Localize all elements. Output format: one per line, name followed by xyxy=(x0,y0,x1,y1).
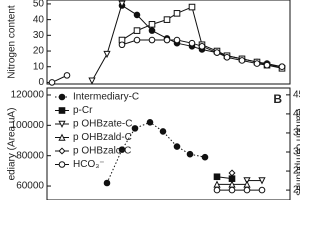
y-tick-label: 0 xyxy=(38,77,44,88)
marker xyxy=(201,153,209,161)
y-tick-label: 10 xyxy=(33,61,45,72)
y-axis-label: Nitrogen content xyxy=(7,5,18,79)
marker xyxy=(213,49,221,56)
marker xyxy=(148,36,156,44)
marker xyxy=(133,36,141,44)
marker xyxy=(103,50,111,59)
marker xyxy=(103,179,111,187)
y2-tick-label: 25 xyxy=(293,166,300,177)
marker xyxy=(258,177,266,185)
series-line xyxy=(91,3,123,82)
legend-label: p OHBzald-C xyxy=(73,132,132,143)
y2-axis-label: Carbon compounds xyxy=(293,108,300,195)
legend-marker xyxy=(58,120,66,128)
marker xyxy=(88,77,96,85)
legend-label: p-Cr xyxy=(73,105,93,116)
marker xyxy=(198,43,206,50)
marker xyxy=(118,146,126,153)
marker xyxy=(253,60,261,67)
marker xyxy=(131,125,139,132)
marker xyxy=(163,16,171,23)
figure: 0 10 20 30 40 50 Nitrogen content 60000 80000 100… xyxy=(7,0,300,200)
legend-marker xyxy=(58,93,66,101)
marker xyxy=(223,54,231,61)
marker xyxy=(148,27,156,34)
y-tick-label: 80000 xyxy=(16,150,44,161)
marker xyxy=(213,186,221,194)
y-tick-label: 20 xyxy=(33,46,45,57)
legend-label: p OHBzate-C xyxy=(73,119,132,130)
legend-label: HCO₃⁻ xyxy=(73,159,105,170)
y2-tick-label: 40 xyxy=(293,109,300,120)
y-tick-label: 30 xyxy=(33,30,45,41)
marker xyxy=(278,63,286,71)
legend-marker xyxy=(58,161,66,168)
plot-frame xyxy=(46,0,291,85)
marker xyxy=(258,186,266,194)
y2-tick-label: 30 xyxy=(293,147,300,158)
marker xyxy=(243,186,251,194)
page: {"chart_data": [ {"type": "line", "ylabe… xyxy=(6,0,300,200)
panel: 60000 80000 100000 120000 20 25 30 35 40 45 ediary… xyxy=(7,87,300,200)
marker xyxy=(263,61,271,69)
legend-marker xyxy=(58,147,66,155)
y-axis-label: ediary (Area uA) xyxy=(7,108,18,181)
marker xyxy=(148,21,156,28)
marker xyxy=(188,39,196,47)
plot-frame xyxy=(46,87,291,200)
legend-label: Intermediary-C xyxy=(73,92,139,103)
marker xyxy=(188,3,196,11)
panel-label: B xyxy=(273,92,282,106)
series-line xyxy=(121,5,283,68)
panel: 0 10 20 30 40 50 Nitrogen content xyxy=(7,0,291,88)
y-tick-label: 50 xyxy=(33,0,45,10)
marker xyxy=(186,150,194,158)
y-tick-label: 120000 xyxy=(11,90,45,101)
marker xyxy=(133,27,141,34)
marker xyxy=(213,173,221,181)
y2-tick-label: 45 xyxy=(293,89,300,100)
marker xyxy=(118,41,126,49)
marker xyxy=(173,143,181,150)
y2-tick-label: 20 xyxy=(293,185,300,196)
legend-marker xyxy=(58,107,66,114)
legend-marker xyxy=(58,133,66,141)
marker xyxy=(118,0,126,8)
series-line xyxy=(51,39,283,83)
marker xyxy=(173,10,181,17)
marker xyxy=(133,11,141,19)
marker xyxy=(159,128,167,135)
marker xyxy=(228,186,236,194)
marker xyxy=(173,36,181,44)
legend-label: p OHBzalc-C xyxy=(73,146,131,157)
marker xyxy=(63,72,71,79)
y-tick-label: 40 xyxy=(33,14,45,25)
y-tick-label: 60000 xyxy=(16,181,44,192)
y2-tick-label: 35 xyxy=(293,128,300,139)
marker xyxy=(48,79,56,86)
y-tick-label: 100000 xyxy=(11,120,45,131)
marker xyxy=(146,118,154,126)
marker xyxy=(238,57,246,64)
marker xyxy=(163,36,171,44)
marker xyxy=(228,169,236,177)
